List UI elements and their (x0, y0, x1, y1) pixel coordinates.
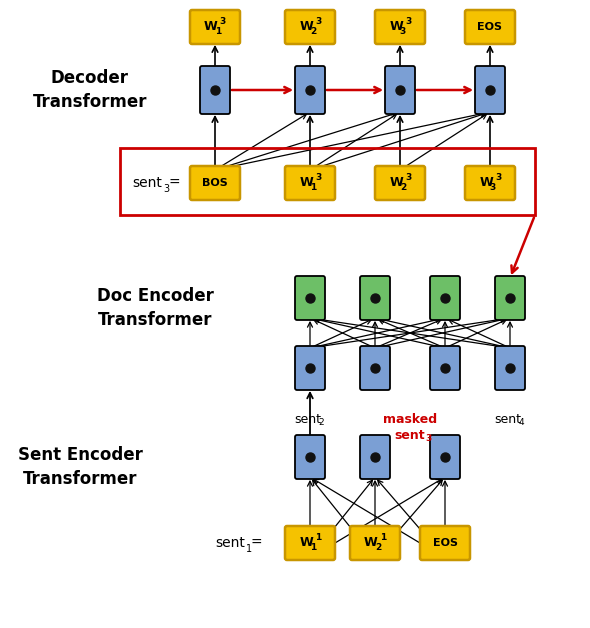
FancyBboxPatch shape (475, 66, 505, 114)
FancyBboxPatch shape (360, 435, 390, 479)
Text: 1: 1 (310, 543, 316, 553)
FancyBboxPatch shape (375, 166, 425, 200)
Text: Doc Encoder
Transformer: Doc Encoder Transformer (97, 287, 214, 329)
Text: 1: 1 (380, 534, 386, 543)
FancyBboxPatch shape (465, 10, 515, 44)
FancyBboxPatch shape (430, 346, 460, 390)
Text: W: W (299, 176, 313, 190)
Text: 3: 3 (220, 18, 226, 26)
Text: W: W (479, 176, 493, 190)
Text: 3: 3 (315, 18, 321, 26)
FancyBboxPatch shape (285, 166, 335, 200)
Text: Decoder
Transformer: Decoder Transformer (33, 69, 148, 111)
FancyBboxPatch shape (465, 166, 515, 200)
FancyBboxPatch shape (420, 526, 470, 560)
Text: 4: 4 (518, 418, 524, 427)
Text: EOS: EOS (477, 22, 503, 32)
FancyBboxPatch shape (190, 10, 240, 44)
FancyBboxPatch shape (295, 435, 325, 479)
FancyBboxPatch shape (430, 435, 460, 479)
FancyBboxPatch shape (385, 66, 415, 114)
FancyBboxPatch shape (295, 346, 325, 390)
Text: W: W (389, 176, 403, 190)
Text: sent: sent (215, 536, 245, 550)
Text: 3: 3 (490, 183, 496, 193)
Text: sent: sent (494, 413, 522, 426)
Text: =: = (251, 536, 263, 550)
Text: Sent Encoder
Transformer: Sent Encoder Transformer (18, 447, 142, 488)
Bar (120, 148, 535, 215)
Text: BOS: BOS (202, 178, 228, 188)
FancyBboxPatch shape (200, 66, 230, 114)
FancyBboxPatch shape (430, 276, 460, 320)
FancyBboxPatch shape (285, 526, 335, 560)
Text: W: W (299, 536, 313, 550)
Text: 3: 3 (400, 28, 406, 36)
Text: 3: 3 (405, 18, 411, 26)
FancyBboxPatch shape (190, 166, 240, 200)
Text: W: W (299, 21, 313, 33)
Text: 2: 2 (375, 543, 381, 553)
FancyBboxPatch shape (360, 276, 390, 320)
Text: 1: 1 (315, 534, 321, 543)
FancyBboxPatch shape (285, 10, 335, 44)
Text: 1: 1 (246, 544, 252, 554)
Text: 2: 2 (400, 183, 406, 193)
FancyBboxPatch shape (350, 526, 400, 560)
Text: sent: sent (294, 413, 322, 426)
Text: 3: 3 (315, 173, 321, 183)
FancyBboxPatch shape (495, 346, 525, 390)
Text: sent: sent (132, 176, 162, 190)
Text: 3: 3 (163, 184, 169, 194)
Text: W: W (204, 21, 218, 33)
Text: 3: 3 (405, 173, 411, 183)
Text: W: W (389, 21, 403, 33)
Text: 1: 1 (215, 28, 221, 36)
Text: 3: 3 (425, 434, 431, 443)
Text: 2: 2 (310, 28, 316, 36)
FancyBboxPatch shape (360, 346, 390, 390)
Text: 3: 3 (495, 173, 501, 183)
FancyBboxPatch shape (375, 10, 425, 44)
Text: masked: masked (383, 413, 437, 426)
FancyBboxPatch shape (495, 276, 525, 320)
Text: 2: 2 (318, 418, 324, 427)
Text: EOS: EOS (432, 538, 457, 548)
FancyBboxPatch shape (295, 276, 325, 320)
Text: =: = (168, 176, 179, 190)
Text: sent: sent (395, 429, 425, 442)
Text: W: W (364, 536, 378, 550)
FancyBboxPatch shape (295, 66, 325, 114)
Text: 1: 1 (310, 183, 316, 193)
